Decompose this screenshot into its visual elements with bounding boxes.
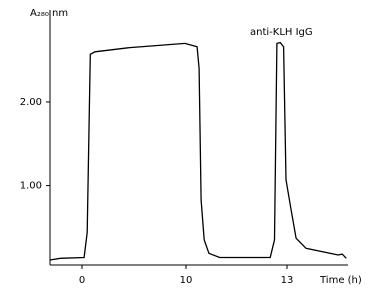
y-axis-title: A₂₈₀ nm (30, 8, 68, 19)
annotation: anti-KLH IgG (250, 27, 313, 38)
data-line (49, 41, 347, 261)
y-tick-label: 2.00 (20, 97, 42, 108)
y-tick-label: 1.00 (20, 181, 42, 192)
x-axis-title: Time (h) (319, 275, 362, 286)
x-tick-label: 13 (281, 275, 294, 286)
x-tick-label: 10 (180, 275, 193, 286)
x-tick-label: 0 (79, 275, 85, 286)
